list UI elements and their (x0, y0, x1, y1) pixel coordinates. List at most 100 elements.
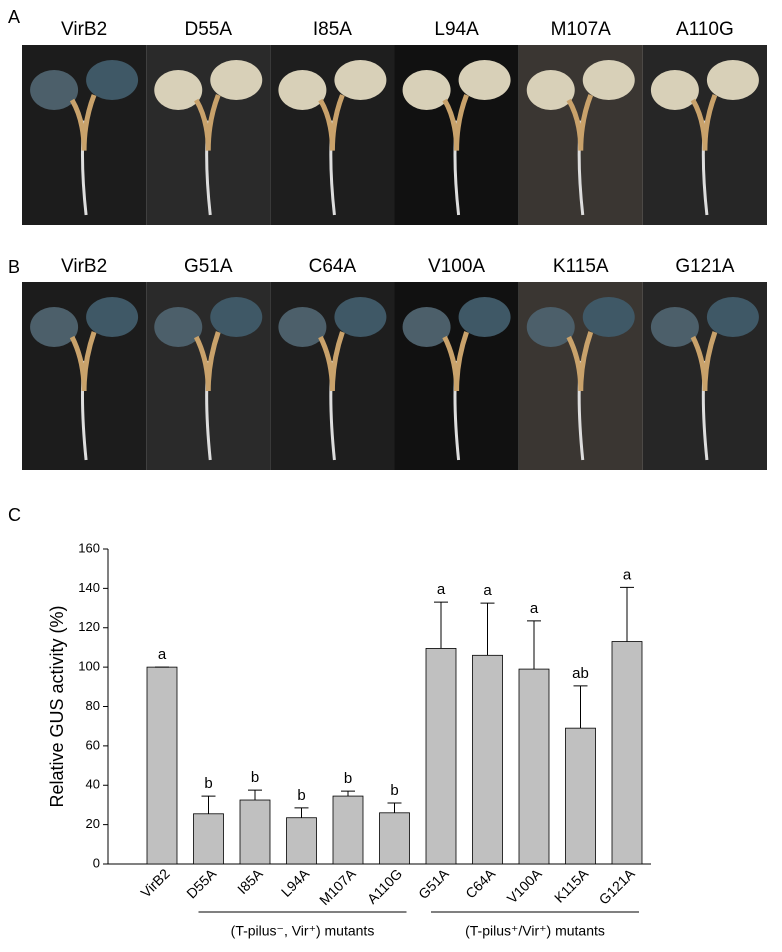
photo-title: C64A (309, 256, 357, 277)
leaf (582, 297, 635, 337)
leaf (30, 307, 79, 347)
error-bar (201, 795, 216, 814)
y-tick-label: 100 (78, 659, 100, 674)
bar (472, 654, 503, 865)
bar (611, 641, 643, 865)
hypocotyl (69, 331, 97, 391)
bar (239, 799, 271, 865)
bar (518, 668, 550, 865)
hypocotyl (690, 331, 718, 391)
x-tick-label: G121A (596, 865, 639, 908)
photo-title: D55A (184, 19, 232, 40)
significance-letter: a (158, 646, 167, 663)
leaf (278, 307, 327, 347)
hypocotyl (194, 94, 221, 151)
error-bar (341, 790, 355, 797)
photo-panels (22, 45, 767, 470)
leaf (278, 70, 327, 110)
x-tick-label: L94A (278, 865, 313, 900)
x-tick-label: VirB2 (137, 865, 172, 900)
leaf (402, 70, 451, 110)
hypocotyl (318, 331, 345, 391)
hypocotyl (69, 94, 97, 151)
leaf (334, 60, 387, 100)
photo-title: G51A (184, 256, 233, 277)
leaf (30, 70, 79, 110)
photo-title: A110G (676, 19, 734, 40)
leaf (526, 70, 575, 110)
leaf (458, 60, 511, 100)
x-tick-label: D55A (183, 865, 220, 902)
significance-letter: b (204, 775, 212, 792)
group-label: (T-pilus⁺/Vir⁺) mutants (465, 923, 605, 939)
bar (332, 795, 364, 865)
photo-title: K115A (553, 256, 609, 277)
significance-letter: b (344, 770, 352, 787)
bar (286, 817, 317, 865)
panel-label: A (8, 7, 20, 27)
y-tick-label: 120 (78, 619, 100, 634)
y-axis-title: Relative GUS activity (%) (47, 605, 67, 807)
y-tick-label: 20 (86, 816, 100, 831)
bar (193, 813, 224, 865)
leaf (650, 70, 699, 110)
error-bar (387, 802, 402, 813)
photo-title: M107A (551, 19, 612, 40)
x-tick-label: K115A (551, 865, 592, 906)
significance-letter: b (251, 769, 259, 786)
x-tick-label: V100A (504, 865, 546, 907)
leaf (210, 297, 263, 337)
error-bar (248, 789, 262, 801)
y-tick-label: 40 (86, 777, 100, 792)
hypocotyl (442, 94, 469, 151)
x-tick-label: I85A (234, 865, 266, 897)
leaf (526, 307, 575, 347)
photo-title: L94A (434, 19, 479, 40)
leaf (650, 307, 699, 347)
x-tick-label: M107A (316, 865, 359, 908)
bar (379, 812, 410, 865)
significance-letter: a (530, 600, 539, 617)
hypocotyl (566, 94, 594, 151)
leaf (402, 307, 451, 347)
error-bar (434, 601, 448, 649)
error-bar (527, 620, 541, 670)
leaf (154, 307, 203, 347)
hypocotyl (318, 94, 345, 151)
error-bar (294, 807, 309, 818)
photo-title: VirB2 (61, 256, 107, 277)
significance-letter: a (623, 566, 632, 583)
hypocotyl (442, 331, 469, 391)
y-tick-label: 60 (86, 737, 100, 752)
error-bar (573, 685, 588, 729)
photo-title: G121A (675, 256, 734, 277)
x-tick-label: C64A (462, 865, 499, 902)
photo-title: V100A (428, 256, 485, 277)
leaf (86, 297, 139, 337)
hypocotyl (566, 331, 594, 391)
leaf (210, 60, 263, 100)
leaf (86, 60, 139, 100)
leaf (706, 60, 759, 100)
y-tick-label: 80 (86, 698, 100, 713)
leaf (334, 297, 387, 337)
panel-label: C (8, 505, 21, 525)
significance-letter: b (297, 787, 305, 804)
leaf (706, 297, 759, 337)
hypocotyl (690, 94, 718, 151)
bar (425, 648, 457, 865)
hypocotyl (194, 331, 221, 391)
group-label: (T-pilus⁻, Vir⁺) mutants (231, 923, 375, 939)
significance-letter: a (483, 582, 492, 599)
panel-label: B (8, 257, 20, 277)
leaf (458, 297, 511, 337)
error-bar (620, 586, 634, 642)
photo-title: I85A (313, 19, 352, 40)
bar (146, 666, 178, 865)
error-bar (480, 602, 495, 656)
leaf (582, 60, 635, 100)
x-tick-label: A110G (364, 865, 405, 906)
significance-letter: b (390, 782, 398, 799)
bar (565, 727, 596, 865)
